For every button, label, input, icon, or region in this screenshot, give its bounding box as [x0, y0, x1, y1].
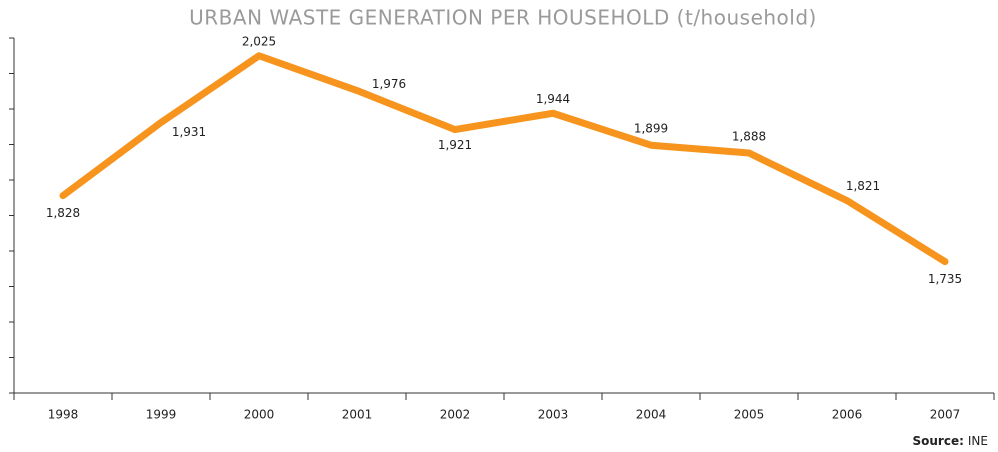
data-line	[59, 52, 949, 266]
source: Source: INE	[912, 434, 988, 448]
source-label: Source:	[912, 434, 963, 448]
data-label: 1,888	[732, 130, 766, 144]
x-tick-label: 1998	[48, 408, 79, 422]
data-label: 2,025	[242, 34, 276, 48]
data-label: 1,921	[438, 138, 472, 152]
source-value: INE	[968, 434, 988, 448]
x-tick-label: 2000	[244, 408, 275, 422]
data-label: 1,821	[846, 179, 880, 193]
data-label: 1,735	[928, 272, 962, 286]
x-tick-label: 1999	[146, 408, 177, 422]
data-label: 1,944	[536, 92, 570, 106]
x-tick-label: 2004	[636, 408, 667, 422]
x-tick-label: 2003	[538, 408, 569, 422]
data-label: 1,976	[372, 77, 406, 91]
data-label: 1,899	[634, 122, 668, 136]
x-tick-label: 2001	[342, 408, 373, 422]
x-tick-label: 2006	[832, 408, 863, 422]
data-label: 1,931	[172, 125, 206, 139]
x-tick-label: 2002	[440, 408, 471, 422]
x-tick-label: 2007	[930, 408, 961, 422]
data-label: 1,828	[46, 206, 80, 220]
chart-title: URBAN WASTE GENERATION PER HOUSEHOLD (t/…	[189, 6, 817, 30]
x-tick-label: 2005	[734, 408, 765, 422]
